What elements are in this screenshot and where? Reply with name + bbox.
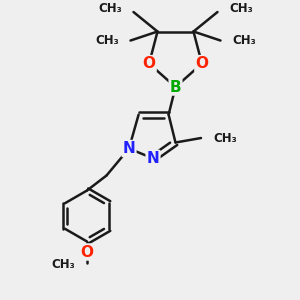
Text: O: O	[195, 56, 208, 71]
Text: CH₃: CH₃	[232, 34, 256, 47]
Text: B: B	[170, 80, 181, 94]
Text: O: O	[80, 244, 94, 260]
Text: O: O	[142, 56, 156, 71]
Text: CH₃: CH₃	[98, 2, 122, 15]
Text: CH₃: CH₃	[214, 131, 237, 145]
Text: CH₃: CH₃	[52, 257, 76, 271]
Text: N: N	[147, 151, 159, 166]
Text: N: N	[123, 141, 135, 156]
Text: CH₃: CH₃	[95, 34, 119, 47]
Text: CH₃: CH₃	[229, 2, 253, 15]
